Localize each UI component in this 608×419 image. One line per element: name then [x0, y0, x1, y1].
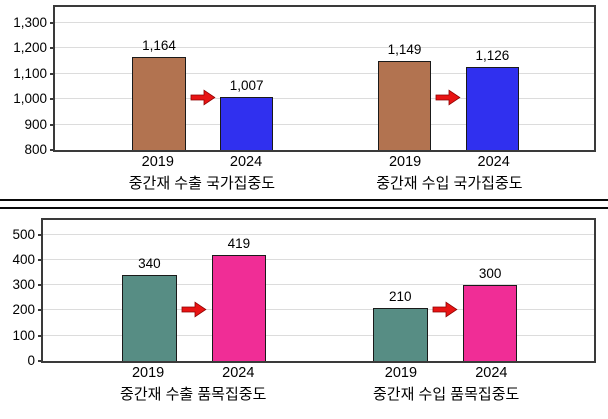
y-tick-mark: [38, 233, 43, 236]
group-label: 중간재 수출 국가집중도: [128, 175, 276, 192]
change-arrow-icon: [181, 301, 207, 318]
y-tick-label: 1,300: [13, 14, 47, 30]
y-tick-label: 500: [12, 226, 35, 242]
y-tick-mark: [38, 334, 43, 337]
change-arrow-icon: [435, 89, 461, 106]
x-tick-label: 2024: [475, 365, 508, 381]
y-tick-mark: [50, 123, 55, 126]
change-arrow-icon: [432, 301, 458, 318]
bar-value-label: 300: [478, 266, 502, 282]
x-axis-labels: 2019 2024 중간재 수출 국가집중도 2019 2024 중간재 수입 국가집중도: [53, 154, 596, 200]
y-tick-mark: [38, 258, 43, 261]
y-tick-mark: [50, 72, 55, 75]
x-tick-label: 2024: [229, 154, 263, 170]
y-tick-label: 200: [12, 302, 35, 318]
bar-중간재 수출 품목집중도-2019: [122, 275, 177, 361]
x-tick-label: 2019: [141, 154, 174, 170]
y-tick-label: 1,200: [13, 40, 47, 56]
change-arrow-icon: [190, 89, 216, 106]
y-tick-mark: [38, 284, 43, 287]
bar-value-label: 1,149: [387, 42, 422, 58]
y-tick-label: 1,000: [13, 91, 47, 107]
gridline: [43, 334, 594, 336]
bar-중간재 수입 품목집중도-2024: [462, 285, 518, 361]
chart-country-concentration: 1,300 1,200 1,100 1,000 900 800 1,164 1,007 1,14…: [0, 0, 608, 198]
gridline: [55, 72, 594, 74]
x-axis-labels: 2019 2024 중간재 수출 품목집중도 2019 2024 중간재 수입 품목집중도: [41, 365, 596, 411]
bar-중간재 수출 국가집중도-2019: [132, 57, 186, 150]
bar-value-label: 340: [138, 256, 161, 272]
bar-value-label: 419: [227, 236, 251, 252]
bar-중간재 수입 국가집중도-2019: [377, 61, 432, 150]
gridline: [43, 309, 594, 311]
y-tick-mark: [50, 21, 55, 24]
group-label: 중간재 수출 품목집중도: [120, 386, 267, 403]
x-tick-label: 2019: [388, 154, 422, 170]
gridline: [55, 21, 594, 23]
y-tick-mark: [38, 309, 43, 312]
bar-value-label: 1,126: [475, 47, 510, 63]
bar-중간재 수입 국가집중도-2024: [465, 66, 520, 150]
gridline: [43, 233, 594, 235]
bar-중간재 수입 품목집중도-2019: [373, 307, 428, 361]
y-tick-label: 100: [12, 327, 35, 343]
y-tick-mark: [50, 98, 55, 101]
gridline: [55, 123, 594, 125]
panel-divider: [0, 199, 608, 209]
x-tick-label: 2024: [477, 154, 510, 170]
x-tick-label: 2019: [131, 365, 165, 381]
y-tick-mark: [50, 47, 55, 50]
bar-value-label: 210: [389, 288, 412, 304]
gridline: [55, 47, 594, 49]
y-tick-mark: [50, 149, 55, 151]
y-tick-mark: [38, 360, 43, 362]
y-tick-label: 1,100: [13, 65, 47, 81]
y-tick-label: 900: [24, 116, 47, 132]
y-tick-label: 0: [27, 353, 35, 368]
bar-중간재 수출 국가집중도-2024: [219, 97, 274, 150]
plot-area: 1,300 1,200 1,100 1,000 900 800 1,164 1,007 1,14…: [13, 5, 596, 157]
bar-value-label: 1,007: [229, 78, 264, 94]
group-label: 중간재 수입 국가집중도: [376, 175, 523, 192]
x-tick-label: 2024: [222, 365, 255, 381]
y-tick-label: 300: [12, 277, 35, 293]
gridline: [43, 258, 594, 260]
gridline: [43, 284, 594, 286]
gridline: [55, 98, 594, 100]
y-tick-label: 400: [12, 251, 35, 267]
group-label: 중간재 수입 품목집중도: [372, 386, 520, 403]
y-tick-label: 800: [24, 142, 47, 157]
bar-value-label: 1,164: [142, 38, 176, 54]
x-tick-label: 2019: [384, 365, 418, 381]
plot-area: 500 400 300 200 100 0 340 419 210 300: [12, 218, 596, 368]
chart-item-concentration: 500 400 300 200 100 0 340 419 210 300 2019 2024 중간재…: [0, 207, 608, 419]
bar-중간재 수출 품목집중도-2024: [211, 255, 267, 361]
